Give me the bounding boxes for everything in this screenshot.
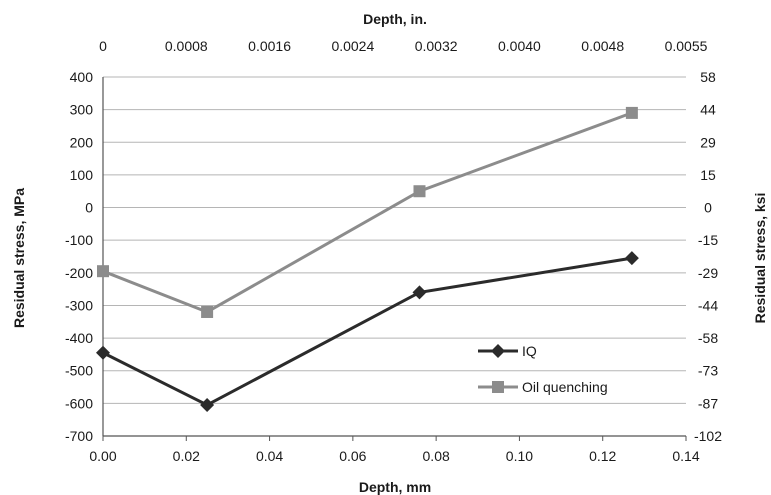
y-tick-label: 300 [70, 102, 94, 118]
y2-tick-label: 29 [700, 134, 716, 150]
y-tick-label: -400 [65, 330, 93, 346]
y2-tick-label: -29 [698, 265, 718, 281]
x-tick-label: 0.12 [589, 448, 616, 464]
x-tick-label: 0.14 [672, 448, 699, 464]
y-tick-label: 400 [70, 69, 94, 85]
legend-marker [491, 344, 505, 358]
x2-tick-label: 0.0048 [581, 38, 624, 54]
x2-tick-label: 0.0008 [165, 38, 208, 54]
data-point [413, 185, 426, 198]
y-tick-label: -300 [65, 297, 93, 313]
y-tick-label: 0 [85, 200, 93, 216]
y-tick-label: -200 [65, 265, 93, 281]
y2-tick-label: -87 [698, 395, 718, 411]
series-iq [96, 251, 639, 412]
data-series [96, 106, 639, 412]
legend-label: Oil quenching [522, 379, 608, 395]
legend-item: IQ [478, 343, 537, 359]
y2-tick-label: 15 [700, 167, 716, 183]
x-tick-label: 0.02 [173, 448, 200, 464]
data-point [96, 345, 110, 360]
y-axis-title: Residual stress, MPa [11, 188, 27, 328]
data-point [624, 251, 639, 266]
x2-tick-label: 0.0016 [248, 38, 291, 54]
y2-axis-title: Residual stress, ksi [752, 193, 768, 324]
data-point [625, 106, 638, 119]
y2-tick-label: -102 [694, 428, 722, 444]
series-oil-quenching [97, 106, 638, 318]
y2-tick-label: -15 [698, 232, 718, 248]
x-axis-title: Depth, mm [359, 479, 431, 495]
x2-tick-label: 0.0055 [665, 38, 708, 54]
legend-label: IQ [522, 343, 537, 359]
y-tick-label: -500 [65, 363, 93, 379]
x-tick-label: 0.10 [506, 448, 533, 464]
series-line [102, 256, 633, 407]
y-tick-label: -700 [65, 428, 93, 444]
data-point [201, 305, 214, 318]
legend: IQ Oil quenching [478, 343, 608, 395]
y2-tick-label: 44 [700, 102, 716, 118]
y2-tick-label: 58 [700, 69, 716, 85]
x-tick-label: 0.04 [256, 448, 283, 464]
x2-tick-label: 0.0024 [331, 38, 374, 54]
x2-tick-label: 0.0040 [498, 38, 541, 54]
data-point [200, 397, 215, 412]
axes [102, 77, 687, 441]
data-point [97, 265, 109, 278]
data-point [412, 285, 427, 300]
y2-tick-label: -44 [698, 297, 718, 313]
series-line [102, 111, 633, 314]
x-tick-label: 0.08 [423, 448, 450, 464]
y-tick-label: -600 [65, 395, 93, 411]
x2-axis-title: Depth, in. [363, 11, 427, 27]
tick-labels: 400 300 200 100 0 -100 -200 -300 -400 -500 -600 -70… [65, 38, 722, 464]
legend-marker [492, 381, 504, 393]
y2-tick-label: -73 [698, 363, 718, 379]
x-tick-label: 0.00 [89, 448, 116, 464]
x2-tick-label: 0.0032 [415, 38, 458, 54]
y2-tick-label: -58 [698, 330, 718, 346]
y2-tick-label: 0 [704, 200, 712, 216]
y-tick-label: -100 [65, 232, 93, 248]
x-tick-label: 0.06 [339, 448, 366, 464]
y-tick-label: 100 [70, 167, 94, 183]
legend-item: Oil quenching [478, 379, 608, 395]
y-tick-label: 200 [70, 134, 94, 150]
x2-tick-label: 0 [99, 38, 107, 54]
